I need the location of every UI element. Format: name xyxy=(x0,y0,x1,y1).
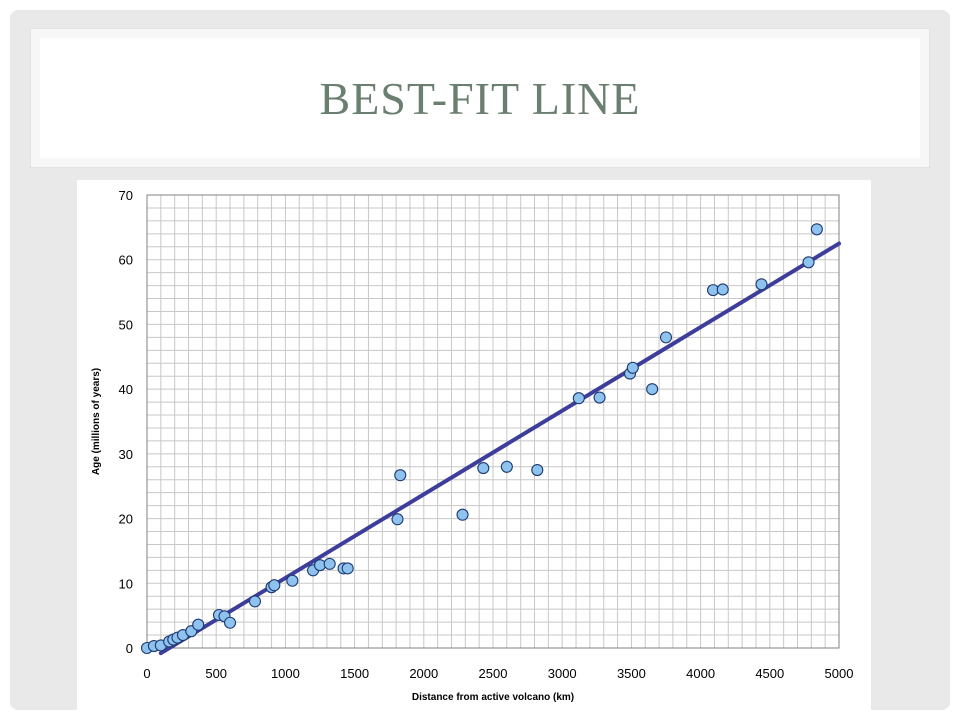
data-point xyxy=(593,391,606,404)
data-point xyxy=(572,392,585,405)
data-point xyxy=(323,557,336,570)
x-tick-label: 4000 xyxy=(686,666,715,681)
data-point xyxy=(802,256,815,269)
slide-title: BEST-FIT LINE xyxy=(319,72,641,124)
x-tick-label: 3000 xyxy=(548,666,577,681)
x-tick-label: 0 xyxy=(143,666,150,681)
title-band: BEST-FIT LINE xyxy=(30,28,930,168)
data-point xyxy=(500,460,513,473)
data-point xyxy=(268,579,281,592)
data-point xyxy=(248,595,262,608)
chart-panel: 0 500 1000 1500 2000 2500 3000 3500 4000 4500 5000… xyxy=(77,180,871,718)
title-inner: BEST-FIT LINE xyxy=(40,38,920,158)
x-tick-label: 4500 xyxy=(755,666,784,681)
data-point xyxy=(659,331,673,344)
y-tick-label: 60 xyxy=(119,253,133,268)
axes xyxy=(146,194,840,649)
data-point xyxy=(531,463,544,477)
data-point xyxy=(341,562,354,575)
fit-line-layer xyxy=(158,241,841,656)
x-axis-label: Distance from active volcano (km) xyxy=(412,692,574,703)
x-tick-label: 1000 xyxy=(271,666,300,681)
y-tick-label: 0 xyxy=(126,641,133,656)
data-point xyxy=(456,508,469,521)
data-point xyxy=(391,513,404,526)
x-tick-label: 5000 xyxy=(825,666,854,681)
data-point xyxy=(646,383,659,396)
data-point xyxy=(755,278,768,291)
y-tick-label: 50 xyxy=(119,317,133,332)
data-point xyxy=(626,361,639,374)
data-point xyxy=(810,223,823,236)
x-tick-label: 2000 xyxy=(409,666,438,681)
data-points xyxy=(140,223,823,655)
y-tick-label: 40 xyxy=(119,382,133,397)
best-fit-line xyxy=(158,241,841,656)
grid xyxy=(146,194,840,649)
y-tick-label: 70 xyxy=(119,188,133,203)
y-tick-label: 30 xyxy=(119,447,133,462)
data-point xyxy=(286,574,299,587)
y-axis-label: Age (millions of years) xyxy=(91,368,102,475)
scatter-chart: 0 500 1000 1500 2000 2500 3000 3500 4000 4500 5000… xyxy=(91,188,854,703)
y-tick-label: 10 xyxy=(119,576,133,591)
plot-frame xyxy=(146,194,840,649)
x-tick-label: 2500 xyxy=(479,666,508,681)
data-point xyxy=(716,283,729,296)
data-point xyxy=(394,469,407,482)
x-tick-label: 1500 xyxy=(340,666,369,681)
data-point xyxy=(192,618,205,631)
data-point xyxy=(223,616,237,629)
y-tick-label: 20 xyxy=(119,512,133,527)
tick-labels: 0 500 1000 1500 2000 2500 3000 3500 4000 4500 5000… xyxy=(119,188,854,681)
data-point xyxy=(477,462,490,475)
x-tick-label: 500 xyxy=(205,666,227,681)
x-tick-label: 3500 xyxy=(617,666,646,681)
